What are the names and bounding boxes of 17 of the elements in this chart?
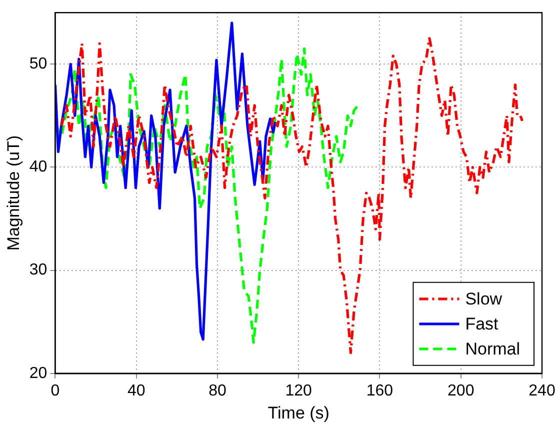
x-tick-label: 200: [448, 382, 474, 400]
line-series: [60, 37, 524, 354]
x-axis-title: Time (s): [268, 403, 330, 422]
y-tick-label: 50: [29, 56, 48, 73]
x-tick-label: 240: [528, 382, 556, 400]
x-tick-label: 160: [366, 382, 394, 400]
x-tick-label: 40: [127, 382, 146, 400]
legend-label: Slow: [465, 290, 503, 309]
x-tick-label: 120: [285, 382, 312, 400]
x-tick-label: 0: [50, 382, 60, 400]
y-tick-label: 30: [29, 262, 48, 279]
legend-label: Fast: [465, 314, 499, 334]
y-axis-title: Magnitude (uT): [4, 135, 23, 251]
y-tick-label: 40: [29, 158, 48, 176]
legend-label: Normal: [465, 340, 520, 359]
x-tick-label: 80: [208, 382, 226, 400]
y-tick-label: 20: [29, 364, 48, 382]
